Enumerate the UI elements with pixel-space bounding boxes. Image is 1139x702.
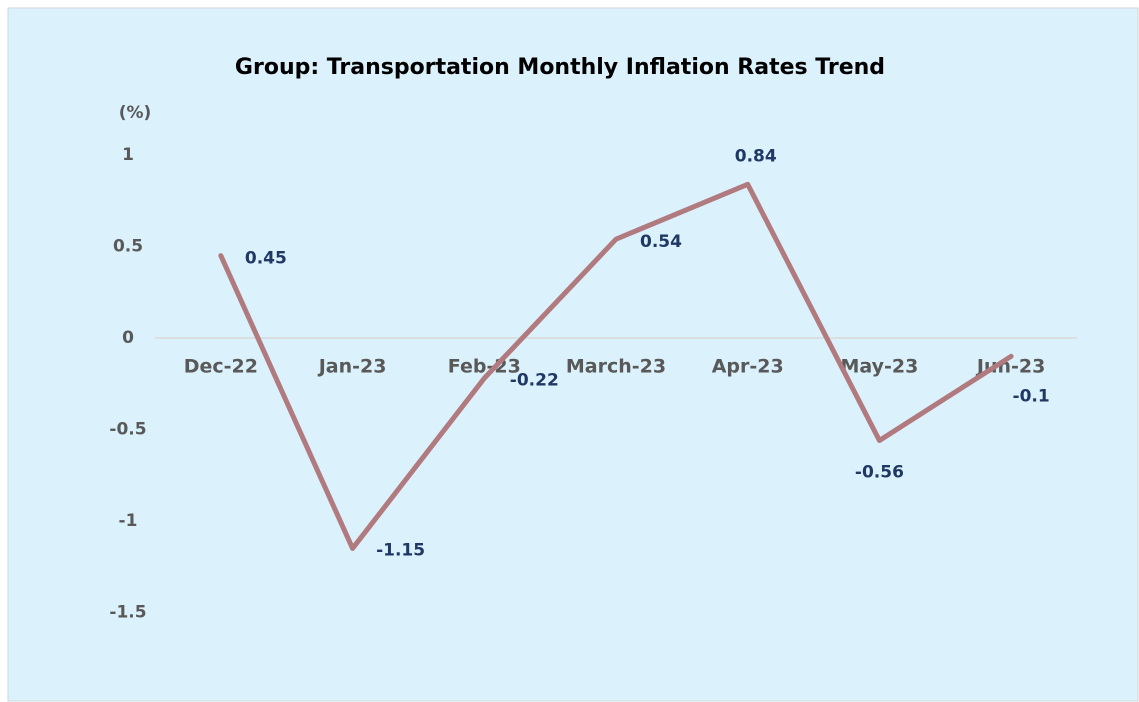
x-tick-label: Jan-23 (317, 356, 387, 378)
x-tick-label: Jun-23 (975, 356, 1045, 378)
y-axis-label: (%) (119, 103, 152, 123)
y-tick-label: 0.5 (113, 237, 143, 257)
data-label: -0.22 (510, 370, 559, 390)
y-tick-label: -1 (119, 511, 138, 531)
data-label: -0.1 (1013, 386, 1050, 406)
y-tick-label: 0 (122, 328, 134, 348)
series-line (218, 181, 1014, 551)
data-label: 0.45 (245, 249, 287, 269)
x-tick-label: Apr-23 (712, 356, 784, 378)
x-tick-label: March-23 (566, 356, 666, 378)
x-tick-label: Dec-22 (184, 356, 258, 378)
chart-title: Group: Transportation Monthly Inflation … (235, 55, 885, 80)
data-label: -1.15 (376, 540, 425, 560)
data-label: 0.54 (640, 232, 682, 252)
y-tick-label: -1.5 (109, 603, 146, 623)
y-tick-label: 1 (122, 145, 134, 165)
y-tick-label: -0.5 (109, 420, 146, 440)
data-label: -0.56 (855, 462, 904, 482)
x-tick-label: May-23 (840, 356, 918, 378)
chart-background (7, 7, 1139, 702)
data-label: 0.84 (735, 146, 777, 166)
